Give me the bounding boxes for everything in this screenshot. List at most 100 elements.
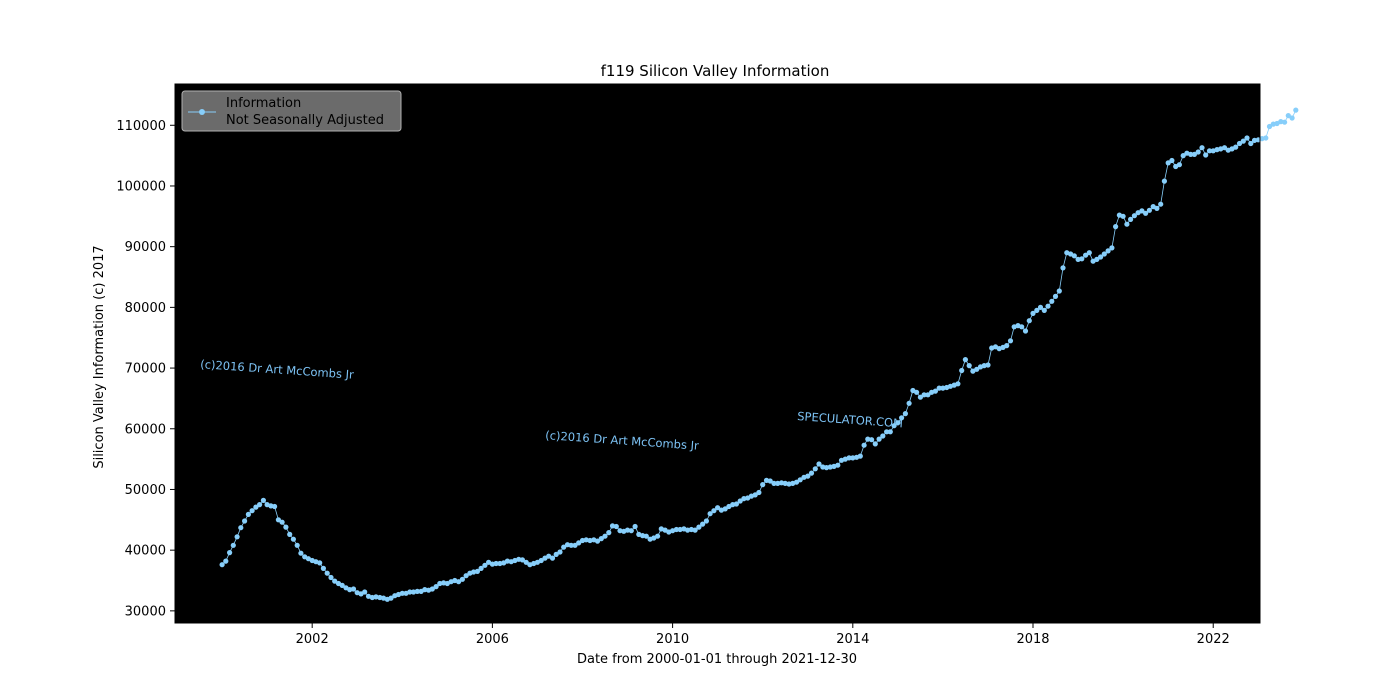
data-point (872, 441, 878, 447)
data-point (696, 524, 702, 530)
data-point (249, 508, 255, 514)
data-point (771, 480, 777, 486)
data-point (287, 531, 293, 538)
data-point (1022, 328, 1029, 334)
data-point (613, 523, 619, 530)
data-point (1007, 338, 1014, 344)
x-axis-label: Date from 2000-01-01 through 2021-12-30 (577, 652, 857, 667)
data-point (1052, 293, 1059, 299)
data-point (628, 528, 634, 534)
legend-entry: Information (226, 96, 301, 111)
data-point (568, 542, 574, 548)
data-point (1188, 151, 1194, 157)
data-point (598, 536, 604, 542)
data-point (1071, 253, 1077, 259)
data-point (549, 555, 556, 561)
data-point (478, 565, 484, 572)
data-point (917, 394, 924, 400)
y-tick-label: 80000 (125, 301, 166, 316)
data-point (793, 479, 800, 485)
data-point (459, 576, 465, 582)
y-tick-label: 50000 (125, 483, 166, 498)
data-point (456, 579, 462, 585)
chart-title: f119 Silicon Valley Information (601, 62, 830, 80)
data-point (805, 473, 811, 479)
data-point (869, 437, 875, 443)
data-point (1060, 265, 1066, 271)
data-point (328, 574, 334, 581)
data-point (1105, 248, 1111, 254)
data-point (767, 478, 773, 484)
data-point (1128, 216, 1134, 222)
data-point (812, 466, 818, 472)
data-point (808, 470, 815, 476)
data-point (816, 461, 822, 467)
data-point (1030, 310, 1036, 316)
data-point (876, 436, 882, 442)
x-tick-label: 2022 (1197, 632, 1230, 647)
data-point (242, 518, 248, 524)
data-point (835, 462, 841, 468)
data-point (895, 420, 901, 426)
data-point (737, 498, 743, 504)
data-point (711, 508, 717, 514)
data-point (317, 560, 323, 566)
data-point (1191, 151, 1197, 157)
data-point (1266, 123, 1273, 130)
data-point (1113, 224, 1119, 230)
data-point (857, 453, 863, 459)
data-point (643, 533, 649, 539)
data-point (846, 455, 852, 461)
y-tick-label: 40000 (125, 544, 166, 559)
data-point (362, 589, 368, 595)
data-point (861, 442, 867, 448)
data-point (632, 523, 638, 530)
data-point (1120, 213, 1126, 219)
data-point (1199, 145, 1205, 151)
data-point (482, 562, 488, 568)
data-point (880, 433, 886, 439)
data-point (884, 429, 890, 435)
data-point (290, 536, 296, 542)
y-tick-label: 90000 (125, 240, 166, 255)
data-point (561, 544, 567, 550)
data-point (1101, 251, 1107, 257)
data-point (1263, 135, 1269, 141)
data-point (1176, 162, 1182, 168)
data-point (283, 524, 289, 530)
data-point (974, 366, 980, 372)
data-point (1233, 144, 1239, 150)
data-point (606, 530, 612, 536)
plot-frame (174, 83, 1261, 624)
data-point (959, 367, 965, 374)
data-point (936, 385, 942, 391)
data-point (1293, 107, 1299, 113)
data-point (1131, 213, 1137, 219)
data-point (557, 549, 563, 555)
data-point (1019, 324, 1025, 330)
data-point (921, 392, 927, 398)
data-point (519, 557, 526, 563)
data-point (1037, 304, 1044, 310)
data-point (966, 363, 972, 369)
data-point (523, 559, 529, 565)
data-point (1285, 113, 1291, 119)
data-point (1282, 119, 1288, 125)
data-point (1289, 115, 1295, 121)
data-point (1203, 152, 1209, 158)
data-point (538, 557, 544, 564)
y-tick-label: 100000 (116, 179, 166, 194)
y-axis-label: Silicon Valley Information (c) 2017 (92, 245, 107, 468)
data-point (673, 526, 680, 533)
data-point (985, 362, 991, 368)
data-point (891, 423, 897, 429)
data-point (260, 497, 266, 503)
x-tick-label: 2014 (836, 632, 869, 647)
data-point (962, 357, 969, 363)
data-point (1056, 288, 1062, 294)
data-point (572, 542, 578, 548)
data-point (1004, 343, 1010, 349)
x-axis: 2002 2006 2010 2014 2018 2022 (296, 623, 1230, 647)
data-point (756, 489, 762, 496)
data-point (1248, 140, 1254, 147)
